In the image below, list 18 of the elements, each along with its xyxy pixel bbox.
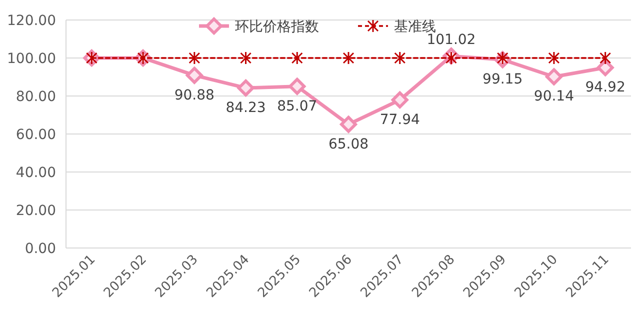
data-label: 101.02 <box>426 32 476 48</box>
y-tick-label: 40.00 <box>16 165 56 181</box>
data-label: 85.07 <box>277 98 318 114</box>
y-tick-label: 80.00 <box>16 89 56 105</box>
y-tick-label: 20.00 <box>16 203 56 219</box>
data-label: 90.88 <box>174 87 214 104</box>
y-tick-label: 60.00 <box>16 127 56 143</box>
y-tick-label: 100.00 <box>7 51 56 67</box>
legend-label: 基准线 <box>394 19 436 35</box>
data-label: 90.14 <box>534 88 574 105</box>
data-label: 94.92 <box>585 80 626 96</box>
data-label: 84.23 <box>226 100 266 116</box>
y-tick-label: 120.00 <box>7 13 56 29</box>
data-label: 99.15 <box>482 72 523 88</box>
data-label: 65.08 <box>328 136 369 152</box>
y-tick-label: 0.00 <box>24 241 56 257</box>
legend-label: 环比价格指数 <box>235 19 319 35</box>
data-label: 77.94 <box>380 112 420 128</box>
